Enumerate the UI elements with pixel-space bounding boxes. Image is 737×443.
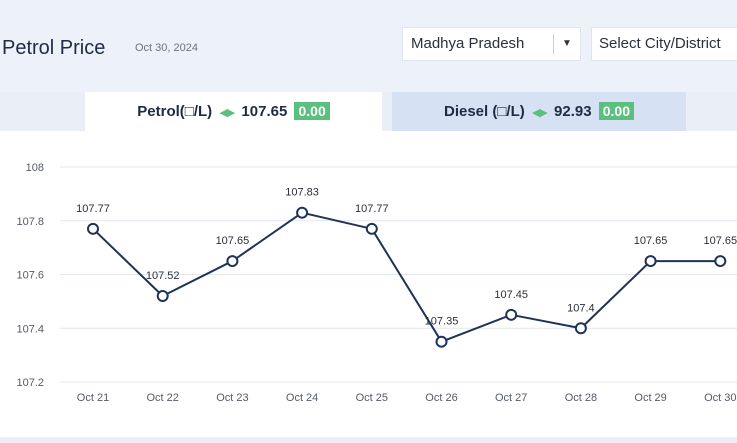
- x-tick-label: Oct 22: [146, 392, 178, 404]
- chevron-down-icon[interactable]: ▼: [553, 34, 580, 54]
- x-tick-label: Oct 24: [286, 392, 318, 404]
- data-point: [435, 335, 448, 348]
- page-title: Petrol Price: [2, 37, 106, 59]
- data-label: 107.65: [703, 235, 737, 247]
- tab-diesel-label: Diesel (□/L): [444, 103, 525, 120]
- data-point: [505, 308, 518, 321]
- state-select-value: Madhya Pradesh: [411, 35, 525, 52]
- tab-diesel-change-badge: 0.00: [598, 102, 634, 120]
- tab-petrol-price: 107.65: [241, 103, 288, 120]
- data-point: [644, 255, 657, 268]
- x-tick-label: Oct 29: [634, 392, 666, 404]
- series-line: [92, 211, 721, 343]
- tab-petrol[interactable]: Petrol(□/L) ◀▶ 107.65 0.00: [85, 92, 382, 131]
- data-label: 107.77: [76, 203, 110, 215]
- data-point: [574, 322, 587, 335]
- data-label: 107.4: [567, 302, 595, 314]
- x-tick-label: Oct 25: [356, 392, 388, 404]
- data-point: [714, 255, 727, 268]
- data-point: [156, 290, 169, 302]
- data-label: 107.45: [494, 289, 528, 301]
- city-select[interactable]: Select City/District: [591, 27, 737, 61]
- data-label: 107.52: [146, 270, 180, 282]
- data-point: [296, 206, 309, 219]
- data-point: [365, 222, 378, 235]
- data-label: 107.77: [355, 203, 389, 215]
- tab-petrol-label: Petrol(□/L): [137, 103, 213, 120]
- x-tick-label: Oct 23: [216, 392, 248, 404]
- y-tick-label: 107.4: [16, 323, 44, 335]
- tab-diesel[interactable]: Diesel (□/L) ◀▶ 92.93 0.00: [392, 92, 686, 131]
- y-tick-label: 107.8: [16, 216, 44, 228]
- y-tick-label: 107.2: [16, 377, 44, 389]
- data-label: 107.35: [425, 316, 459, 328]
- data-label: 107.65: [216, 235, 250, 247]
- data-label: 107.65: [634, 235, 668, 247]
- y-tick-label: 108: [26, 162, 44, 174]
- x-tick-label: Oct 27: [495, 392, 527, 404]
- tab-diesel-price: 92.93: [554, 103, 592, 120]
- swap-arrows-icon: ◀▶: [219, 107, 235, 119]
- data-label: 107.83: [285, 187, 319, 199]
- data-point: [226, 255, 239, 268]
- header-bar: Petrol Price Oct 30, 2024 Madhya Pradesh…: [0, 0, 737, 92]
- tab-petrol-change-badge: 0.00: [294, 102, 330, 120]
- price-chart-panel: 108 107.8 107.6 107.4 107.2 Oct 21 Oct 22 Oct 2…: [0, 131, 737, 437]
- price-line-chart: 108 107.8 107.6 107.4 107.2 Oct 21 Oct 22 Oct 2…: [16, 162, 737, 404]
- y-tick-label: 107.6: [16, 270, 44, 282]
- x-tick-label: Oct 28: [565, 392, 597, 404]
- x-tick-label: Oct 26: [425, 392, 457, 404]
- data-point: [87, 222, 99, 235]
- city-select-value: Select City/District: [599, 35, 721, 52]
- x-tick-label: Oct 30: [704, 392, 736, 404]
- state-select[interactable]: Madhya Pradesh ▼: [402, 27, 581, 61]
- x-tick-label: Oct 21: [77, 392, 109, 404]
- swap-arrows-icon: ◀▶: [531, 107, 548, 119]
- price-date: Oct 30, 2024: [135, 42, 198, 54]
